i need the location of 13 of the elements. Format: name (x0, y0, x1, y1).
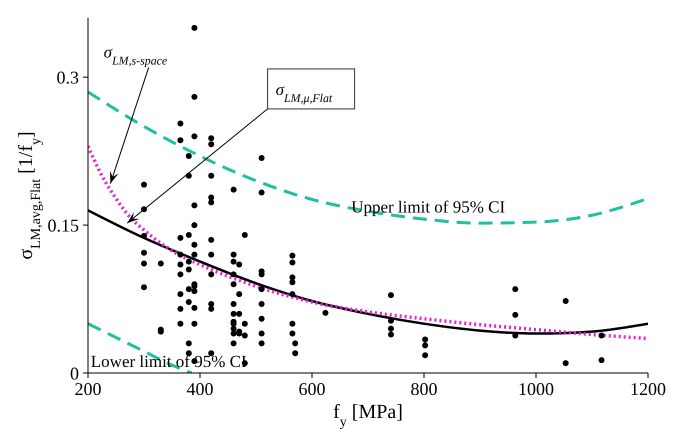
y-tick-label: 0.15 (48, 215, 79, 236)
x-tick-label: 600 (298, 378, 326, 399)
line-series (88, 144, 648, 340)
text: σ$_{LM,s-space}$ (104, 42, 168, 68)
line-series (88, 322, 194, 373)
text: σ$_{LM,μ,Flat}$ (276, 80, 333, 105)
x-tick-label: 800 (410, 378, 438, 399)
x-axis-title: f$_{y}$ [MPa] (333, 401, 403, 430)
x-tick-label: 400 (186, 378, 214, 399)
x-tick-label: 1000 (518, 378, 554, 399)
series-label: Upper limit of 95% CI (351, 197, 506, 216)
x-tick-label: 1200 (630, 378, 666, 399)
y-tick-label: 0.3 (56, 68, 79, 88)
